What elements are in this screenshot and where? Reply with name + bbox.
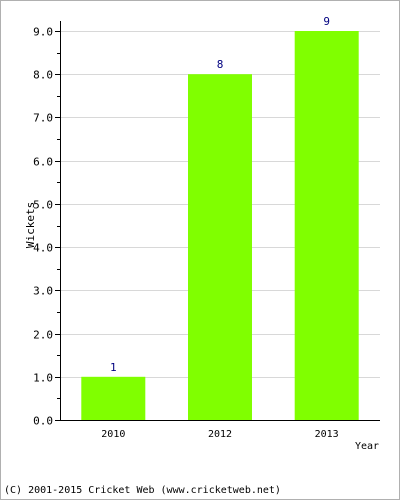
y-tick-label: 8.0 (33, 69, 53, 82)
y-tick-label: 1.0 (33, 372, 53, 385)
y-tick-label: 2.0 (33, 329, 53, 342)
y-axis-label: Wickets (24, 202, 37, 248)
y-tick-label: 9.0 (33, 26, 53, 39)
bar-2013 (294, 31, 359, 420)
data-label: 9 (323, 15, 330, 28)
data-label: 1 (110, 361, 117, 374)
x-tick-label: 2012 (208, 429, 232, 440)
y-tick-label: 4.0 (33, 242, 53, 255)
copyright-footer: (C) 2001-2015 Cricket Web (www.cricketwe… (4, 485, 281, 496)
bar-2010 (81, 376, 146, 420)
data-label: 8 (217, 58, 224, 71)
data-labels: 1 8 9 (110, 15, 330, 374)
y-tick-label: 3.0 (33, 285, 53, 298)
bars (81, 31, 359, 420)
x-tick-label: 2013 (315, 429, 339, 440)
y-tick-label: 6.0 (33, 156, 53, 169)
y-tick-label: 5.0 (33, 199, 53, 212)
axes (55, 21, 380, 421)
y-tick-labels: 0.0 1.0 2.0 3.0 4.0 5.0 6.0 7.0 8.0 9.0 (33, 26, 53, 428)
y-tick-label: 7.0 (33, 112, 53, 125)
x-tick-labels: 2010 2012 2013 (101, 429, 338, 440)
x-tick-label: 2010 (101, 429, 125, 440)
bar-2012 (188, 74, 252, 420)
x-axis-label: Year (355, 441, 379, 452)
y-tick-label: 0.0 (33, 415, 53, 428)
